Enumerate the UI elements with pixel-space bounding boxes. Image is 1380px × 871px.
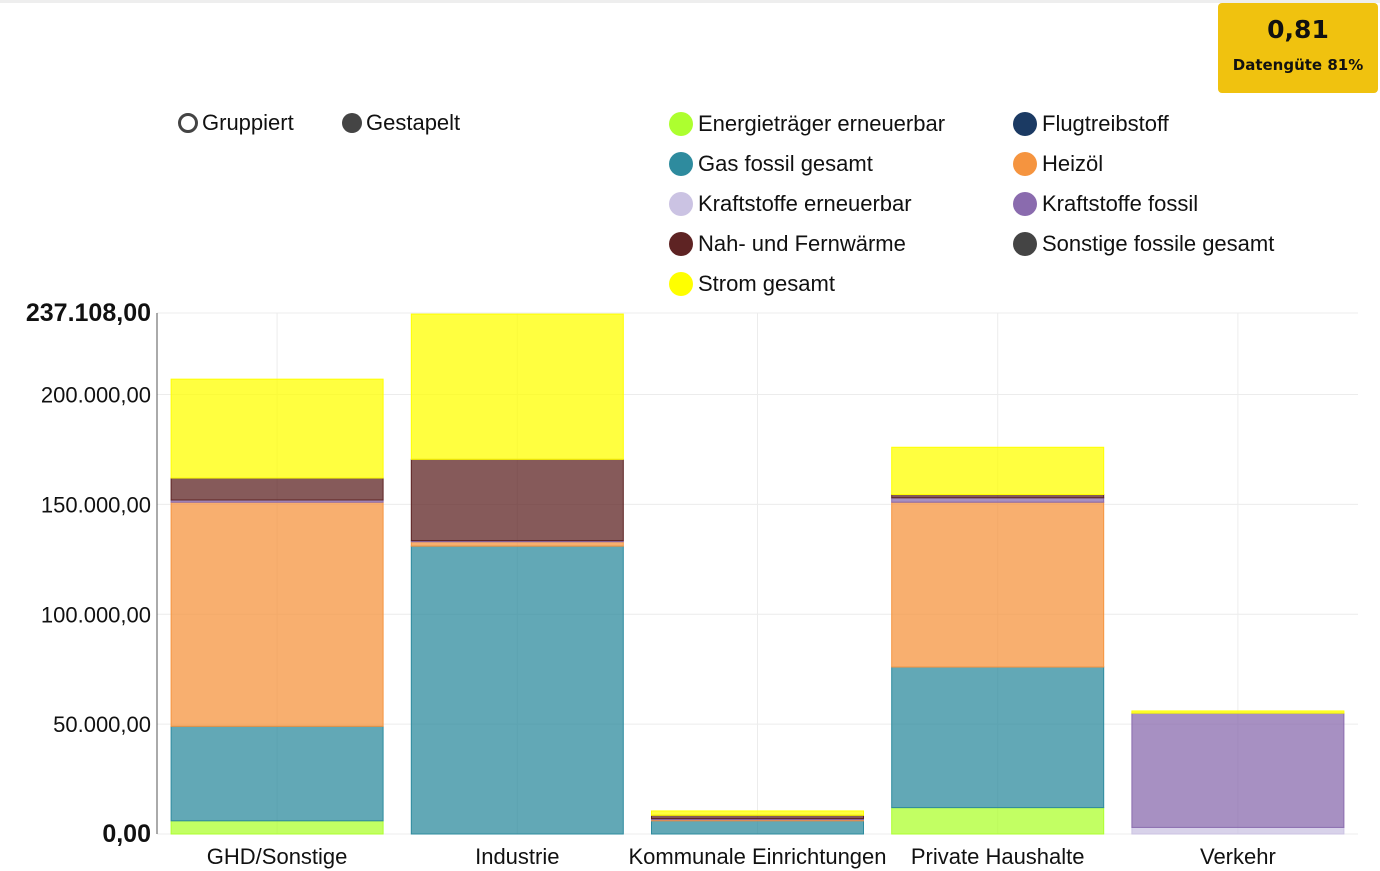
legend-item[interactable]: Kraftstoffe fossil: [1013, 191, 1198, 217]
legend-dot-icon: [1013, 192, 1037, 216]
legend-dot-icon: [1013, 232, 1037, 256]
data-quality-value: 0,81: [1267, 15, 1329, 44]
legend-label: Heizöl: [1042, 151, 1104, 176]
legend-label: Kraftstoffe fossil: [1042, 191, 1199, 216]
data-quality-label: Datengüte 81%: [1232, 56, 1364, 74]
legend-item[interactable]: Flugtreibstoff: [1013, 111, 1169, 137]
legend-label: Kraftstoffe erneuerbar: [698, 191, 912, 216]
bar-segment: [410, 458, 624, 542]
mode-grouped-radio[interactable]: Gruppiert: [178, 110, 294, 136]
bar-segment: [891, 446, 1105, 496]
legend-item[interactable]: Heizöl: [1013, 151, 1103, 177]
x-tick-label: Kommunale Einrichtungen: [628, 844, 886, 869]
legend-item[interactable]: Gas fossil gesamt: [669, 151, 873, 177]
legend-item[interactable]: Strom gesamt: [669, 271, 835, 297]
bar-segment: [170, 820, 384, 835]
legend-dot-icon: [669, 192, 693, 216]
bar-segment: [1131, 712, 1345, 828]
bar-segment: [1131, 710, 1345, 714]
legend-label: Flugtreibstoff: [1042, 111, 1169, 136]
legend-item[interactable]: Nah- und Fernwärme: [669, 231, 906, 257]
top-divider: [0, 0, 1380, 3]
x-tick-label: Industrie: [475, 844, 559, 869]
bar-segment: [170, 378, 384, 479]
data-quality-badge: 0,81 Datengüte 81%: [1218, 3, 1378, 93]
legend-item[interactable]: Energieträger erneuerbar: [669, 111, 945, 137]
bar-segment: [1131, 826, 1345, 835]
legend-dot-icon: [1013, 152, 1037, 176]
mode-stacked-label: Gestapelt: [366, 110, 461, 135]
bar-segment: [891, 807, 1105, 835]
y-tick-label: 150.000,00: [41, 492, 151, 517]
radio-empty-icon: [178, 113, 198, 133]
bar-segment: [170, 501, 384, 727]
bar-segment: [170, 477, 384, 501]
legend-label: Nah- und Fernwärme: [698, 231, 906, 256]
bar-segment: [410, 545, 624, 835]
legend-dot-icon: [1013, 112, 1037, 136]
legend-dot-icon: [669, 232, 693, 256]
x-tick-label: Verkehr: [1200, 844, 1276, 869]
bar-segment: [651, 810, 864, 816]
legend-dot-icon: [669, 112, 693, 136]
legend-item[interactable]: Sonstige fossile gesamt: [1013, 231, 1274, 257]
legend-label: Gas fossil gesamt: [698, 151, 873, 176]
legend-label: Sonstige fossile gesamt: [1042, 231, 1275, 256]
bar-segment: [410, 541, 624, 547]
y-tick-label: 200.000,00: [41, 383, 151, 408]
x-tick-label: GHD/Sonstige: [207, 844, 348, 869]
y-tick-label: 0,00: [102, 820, 151, 848]
y-tick-label: 50.000,00: [53, 712, 151, 737]
bar-segment: [651, 820, 864, 835]
mode-grouped-label: Gruppiert: [202, 110, 294, 135]
bar-segment: [410, 313, 624, 460]
bar-segment: [891, 501, 1105, 668]
legend-label: Energieträger erneuerbar: [698, 111, 946, 136]
mode-stacked-radio[interactable]: Gestapelt: [342, 110, 460, 136]
bar-segment: [170, 725, 384, 822]
legend-dot-icon: [669, 152, 693, 176]
bar-segment: [891, 666, 1105, 809]
y-tick-label: 237.108,00: [26, 299, 151, 327]
legend-label: Strom gesamt: [698, 271, 835, 296]
legend-dot-icon: [669, 272, 693, 296]
x-tick-label: Private Haushalte: [911, 844, 1085, 869]
radio-filled-icon: [342, 113, 362, 133]
y-tick-label: 100.000,00: [41, 602, 151, 627]
legend-item[interactable]: Kraftstoffe erneuerbar: [669, 191, 912, 217]
bar-segment: [891, 497, 1105, 503]
